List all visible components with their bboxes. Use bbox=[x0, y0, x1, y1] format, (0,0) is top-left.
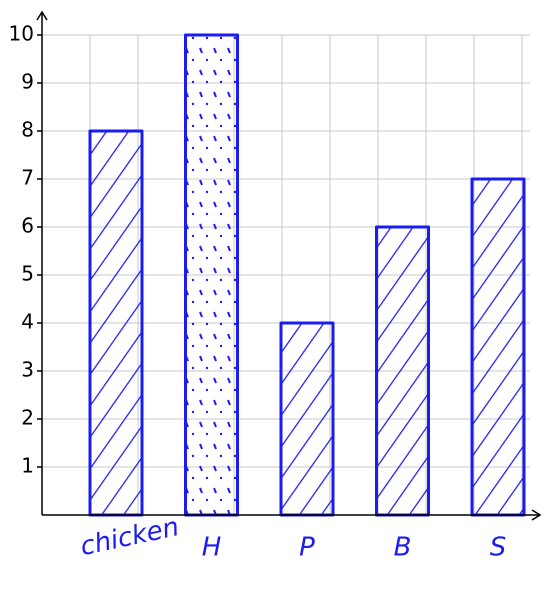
x-tick-label: P bbox=[299, 533, 315, 563]
marks: chicken H P B S bbox=[78, 35, 524, 563]
chart: 1 2 3 4 5 6 7 8 9 10 chicken H P B S bbox=[0, 0, 545, 598]
bar bbox=[281, 323, 333, 515]
bar bbox=[472, 179, 524, 515]
bar bbox=[377, 227, 429, 515]
bar bbox=[90, 131, 142, 515]
grid: 1 2 3 4 5 6 7 8 9 10 bbox=[9, 22, 530, 516]
y-tick-label: 8 bbox=[21, 118, 34, 142]
x-tick-label: chicken bbox=[78, 512, 182, 562]
y-tick-label: 10 bbox=[9, 22, 34, 46]
y-tick-label: 3 bbox=[21, 358, 34, 382]
bar bbox=[186, 35, 238, 515]
x-tick-label: S bbox=[490, 533, 507, 563]
y-tick-label: 2 bbox=[21, 406, 34, 430]
y-tick-label: 5 bbox=[21, 262, 34, 286]
y-tick-label: 7 bbox=[21, 166, 34, 190]
y-tick-label: 9 bbox=[21, 70, 34, 94]
x-tick-label: H bbox=[202, 533, 222, 563]
y-tick-label: 1 bbox=[21, 454, 34, 478]
y-tick-label: 6 bbox=[21, 214, 34, 238]
x-tick-label: B bbox=[394, 533, 412, 563]
y-tick-label: 4 bbox=[21, 310, 34, 334]
